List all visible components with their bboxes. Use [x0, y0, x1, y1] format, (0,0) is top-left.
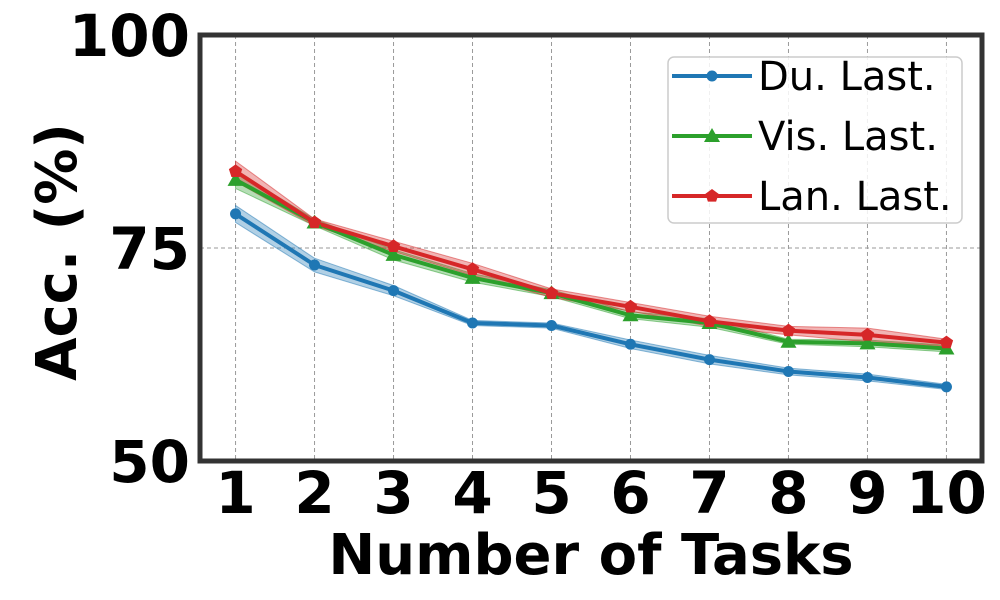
- x-tick-label: 3: [373, 459, 413, 527]
- series-markers: [227, 164, 955, 393]
- legend-marker-vis-last: [704, 128, 720, 142]
- y-tick-label: 75: [109, 215, 190, 283]
- point-lan-last: [386, 239, 401, 252]
- point-du-last: [861, 372, 873, 384]
- x-axis-title: Number of Tasks: [328, 523, 853, 588]
- point-lan-last: [307, 215, 322, 229]
- point-du-last: [703, 354, 715, 366]
- point-du-last: [467, 317, 479, 329]
- point-du-last: [940, 381, 952, 393]
- legend-marker-lan-last: [705, 189, 719, 202]
- point-vis-last: [622, 307, 639, 322]
- point-du-last: [782, 366, 794, 378]
- point-vis-last: [464, 269, 481, 284]
- point-du-last: [230, 208, 242, 220]
- point-lan-last: [228, 164, 243, 177]
- series-lines: [233, 169, 949, 389]
- legend: Du. Last. Vis. Last. Lan. Last.: [667, 54, 963, 224]
- legend-box: [667, 56, 963, 224]
- y-tick-label: 50: [109, 428, 190, 496]
- legend-label-du-last: Du. Last.: [758, 54, 936, 100]
- point-lan-last: [702, 314, 717, 327]
- x-tick-label: 9: [847, 459, 887, 527]
- point-vis-last: [385, 246, 402, 261]
- point-vis-last: [227, 171, 244, 186]
- x-tick-label: 4: [452, 459, 492, 527]
- line-lan-last: [233, 169, 949, 345]
- y-tick-label: 100: [69, 2, 190, 70]
- point-du-last: [388, 285, 400, 297]
- x-tick-label: 5: [531, 459, 571, 527]
- x-tick-label: 1: [215, 459, 255, 527]
- x-tick-label: 2: [294, 459, 334, 527]
- point-lan-last: [939, 335, 954, 349]
- line-du-last: [233, 211, 949, 389]
- point-lan-last: [623, 299, 638, 313]
- point-lan-last: [544, 286, 559, 299]
- line-vis-last: [233, 177, 949, 351]
- x-tick-label: 7: [689, 459, 729, 527]
- y-axis-title: Acc. (%): [25, 123, 90, 381]
- point-du-last: [546, 320, 558, 332]
- x-tick-label: 10: [906, 459, 987, 527]
- tick-labels: 1 2 3 4 5 6 7 8 9 10 50 75 100: [69, 2, 987, 527]
- point-du-last: [624, 338, 636, 350]
- point-lan-last: [781, 323, 796, 337]
- legend-marker-du-last: [706, 70, 718, 82]
- plot-frame: [197, 32, 985, 464]
- x-tick-label: 6: [610, 459, 650, 527]
- legend-label-vis-last: Vis. Last.: [758, 114, 938, 160]
- point-lan-last: [465, 262, 480, 275]
- legend-label-lan-last: Lan. Last.: [758, 174, 952, 220]
- point-vis-last: [780, 333, 797, 348]
- x-tick-label: 8: [768, 459, 808, 527]
- point-du-last: [309, 259, 321, 271]
- point-lan-last: [860, 327, 875, 341]
- point-vis-last: [859, 335, 876, 350]
